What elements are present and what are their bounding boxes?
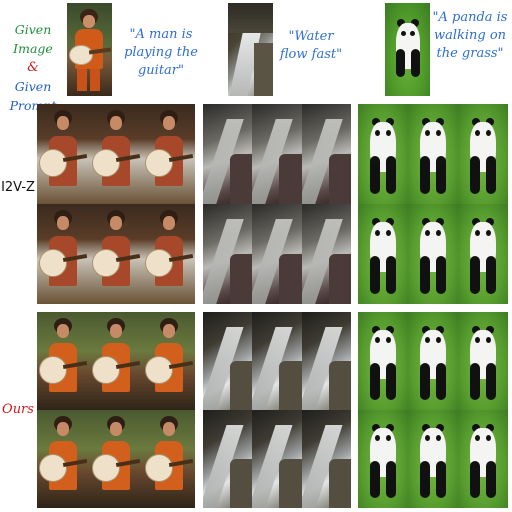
video-frame (203, 204, 253, 304)
video-frame (37, 410, 90, 508)
video-frame (89, 104, 143, 204)
video-frame (358, 204, 408, 304)
frames-i2v-z-grass (358, 104, 508, 304)
video-frame (458, 204, 508, 304)
video-frame (408, 204, 458, 304)
video-frame (458, 104, 508, 204)
video-frame (142, 410, 195, 508)
video-frame (252, 104, 302, 204)
video-frame (37, 104, 90, 204)
video-frame (458, 410, 508, 508)
video-frame (358, 410, 408, 508)
video-frame (89, 312, 143, 410)
given-labels: Given Image & Given Prompt (0, 20, 66, 115)
video-frame (252, 410, 302, 508)
prompt-panda: "A panda is walking on the grass" (432, 10, 508, 61)
video-frame (458, 312, 508, 410)
video-frame (408, 410, 458, 508)
video-frame (89, 410, 143, 508)
video-frame (252, 204, 302, 304)
video-frame (203, 104, 253, 204)
video-frame (301, 204, 351, 304)
row-label-ours: Ours (2, 402, 34, 417)
row-label-i2v-z: I2V-Z (1, 180, 35, 195)
video-frame (203, 312, 253, 410)
ampersand: & (27, 60, 39, 75)
video-frame (301, 410, 351, 508)
video-frame (142, 104, 195, 204)
given-image-label: Given Image (13, 22, 53, 56)
frames-i2v-z-waterfall (203, 104, 351, 304)
video-frame (408, 312, 458, 410)
frames-ours-grass (358, 312, 508, 508)
given-image-waterfall (228, 3, 273, 96)
video-frame (301, 312, 351, 410)
prompt-water: "Water flow fast" (279, 29, 343, 62)
video-frame (358, 312, 408, 410)
video-frame (89, 204, 143, 304)
video-frame (37, 204, 90, 304)
frames-ours-guitar (37, 312, 195, 508)
given-image-panda (385, 3, 430, 96)
video-frame (203, 410, 253, 508)
video-frame (142, 204, 195, 304)
frames-i2v-z-guitar (37, 104, 195, 304)
prompt-guitar: "A man is playing the guitar" (124, 27, 198, 78)
video-frame (358, 104, 408, 204)
frames-ours-waterfall (203, 312, 351, 508)
video-frame (252, 312, 302, 410)
video-frame (408, 104, 458, 204)
given-image-guitar (67, 3, 112, 96)
video-frame (301, 104, 351, 204)
video-frame (37, 312, 90, 410)
video-frame (142, 312, 195, 410)
